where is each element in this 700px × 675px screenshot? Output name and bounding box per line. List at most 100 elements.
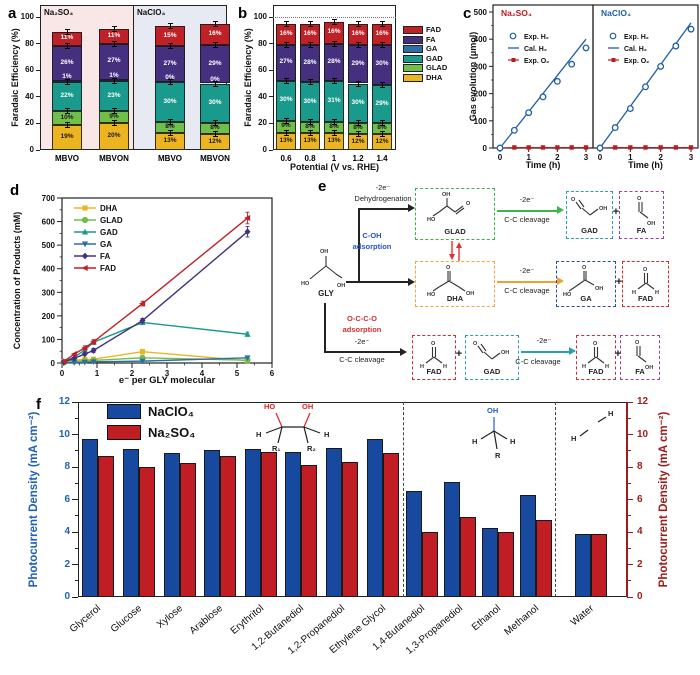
text-label: GA xyxy=(100,240,112,249)
text-label: OH xyxy=(320,249,328,255)
plus-sign: + xyxy=(614,348,622,360)
bar-naclo4-12 xyxy=(575,534,591,597)
error-bar-stem xyxy=(66,28,68,35)
panel-c-x-axis-title-right: Time (h) xyxy=(628,160,663,170)
error-bar-cap xyxy=(379,120,385,122)
left-axis-tick-label: 0 xyxy=(64,591,70,602)
error-bar-stem xyxy=(214,20,216,27)
legend-swatch-fa xyxy=(403,35,423,44)
error-bar-cap xyxy=(355,80,361,82)
panel-b: b Faradaic Efficiency (%) Potential (V v… xyxy=(233,0,473,175)
error-bar-cap xyxy=(307,20,313,22)
panel-a-chart: Na₂SO₄ NaClO₄ 0 20 40 60 80 100 19% 10% 22% 1% 26% 11… xyxy=(0,0,233,175)
right-axis-tick-label: 0 xyxy=(637,591,643,602)
group-divider xyxy=(555,402,556,597)
error-bar-cap xyxy=(167,48,173,50)
molecule-box-fa xyxy=(619,191,664,239)
step-label: -2e⁻ xyxy=(375,183,391,192)
error-bar-cap xyxy=(111,25,117,27)
bar-na2so4-1 xyxy=(138,467,155,597)
bar-naclo4-5 xyxy=(285,451,302,597)
molecule-ga: HO O OH xyxy=(563,265,603,298)
error-bar-cap xyxy=(212,25,218,27)
y-axis-tick xyxy=(36,96,40,98)
text-label: O xyxy=(635,340,640,346)
y-axis-tick-label: 20 xyxy=(258,118,267,128)
text-label: R xyxy=(495,451,501,460)
error-bar-cap xyxy=(64,33,70,35)
y-axis-tick-label: 100 xyxy=(253,12,267,21)
legend-label: FA xyxy=(426,34,436,44)
arrow-head xyxy=(408,277,415,286)
error-bar-cap xyxy=(355,46,361,48)
error-bar-cap xyxy=(111,30,117,32)
legend-swatch-glad xyxy=(403,64,423,72)
panel-a: a Faradaic Efficiency (%) Na₂SO₄ NaClO₄ 0 2… xyxy=(0,0,233,175)
right-axis-minor-tick xyxy=(627,580,631,582)
error-bar-cap xyxy=(167,28,173,30)
x-category-label: Glycerol xyxy=(68,603,104,636)
x-category-label: 1.4 xyxy=(376,154,388,163)
error-bar-cap xyxy=(331,134,337,136)
vicinal-diol-structure: HO OH H H R₁ R₂ xyxy=(256,402,329,453)
error-bar-stem xyxy=(214,41,216,48)
step-label: C-C cleavage xyxy=(504,215,550,224)
text-label: 100 xyxy=(474,117,488,126)
connector-line xyxy=(358,208,408,210)
left-axis-tick-label: 4 xyxy=(64,526,70,537)
error-bar-cap xyxy=(111,125,117,127)
text-label: 600 xyxy=(42,218,56,227)
y-axis-tick xyxy=(36,122,40,124)
stacked-bar-segment-label: 13% xyxy=(279,136,293,144)
text-label: 200 xyxy=(42,312,56,321)
molecule-dha: HO O OH xyxy=(427,265,474,298)
electrolyte-region-label: Na₂SO₄ xyxy=(44,8,74,17)
error-bar-stem xyxy=(381,41,383,48)
stacked-bar-segment-label: 12% xyxy=(208,137,222,145)
panel-e: e HO OH OH GLY -2e⁻ Dehydrogenation C-OH adsorp… xyxy=(300,175,700,397)
text-label: HO xyxy=(264,402,275,411)
legend-swatch-ga xyxy=(403,45,423,53)
error-bar-stem xyxy=(309,79,311,86)
stacked-bar-segment-label: 8% xyxy=(210,124,220,132)
stacked-bar-segment-label: 16% xyxy=(327,28,341,36)
error-bar-cap xyxy=(167,119,173,121)
error-bar-cap xyxy=(64,113,70,115)
error-bar-cap xyxy=(331,45,337,47)
text-label: H xyxy=(605,364,609,370)
x-category-label: 1.2 xyxy=(352,154,364,163)
left-axis-tick-label: 6 xyxy=(64,493,70,505)
text-label: 6 xyxy=(270,369,275,378)
bar-naclo4-10 xyxy=(482,527,498,597)
right-axis-minor-tick xyxy=(627,450,631,452)
error-bar-cap xyxy=(283,82,289,84)
left-axis-minor-tick xyxy=(74,580,78,582)
step-label: C-C cleavage xyxy=(504,286,550,295)
text-label: 3 xyxy=(165,369,170,378)
legend-swatch-fad xyxy=(403,26,423,34)
error-bar-cap xyxy=(167,134,173,136)
panel-d-x-axis-title: e⁻ per GLY molecular xyxy=(118,375,216,386)
error-bar-cap xyxy=(283,77,289,79)
text-label: 0 xyxy=(60,369,65,378)
bar-naclo4-6 xyxy=(325,448,342,597)
molecule-fad: O H H xyxy=(582,341,609,370)
error-bar-stem xyxy=(285,117,287,124)
left-axis-tick xyxy=(72,434,78,435)
text-label: H xyxy=(443,364,447,370)
stacked-bar-segment-label: 16% xyxy=(375,29,389,37)
text-label: FAD xyxy=(100,264,116,273)
error-bar-cap xyxy=(307,46,313,48)
y-axis-tick xyxy=(36,69,40,71)
x-category-label: MBVO xyxy=(158,154,182,163)
error-bar-stem xyxy=(309,41,311,48)
error-bar-stem xyxy=(66,121,68,128)
stacked-bar-segment-label: 28% xyxy=(303,59,317,67)
error-bar-stem xyxy=(333,77,335,84)
text-label: 0 xyxy=(483,144,488,153)
stacked-bar-segment-label: 16% xyxy=(303,29,317,37)
error-bar-cap xyxy=(167,124,173,126)
text-label: DHA xyxy=(100,204,118,213)
legend-label: NaClO₄ xyxy=(148,404,194,419)
